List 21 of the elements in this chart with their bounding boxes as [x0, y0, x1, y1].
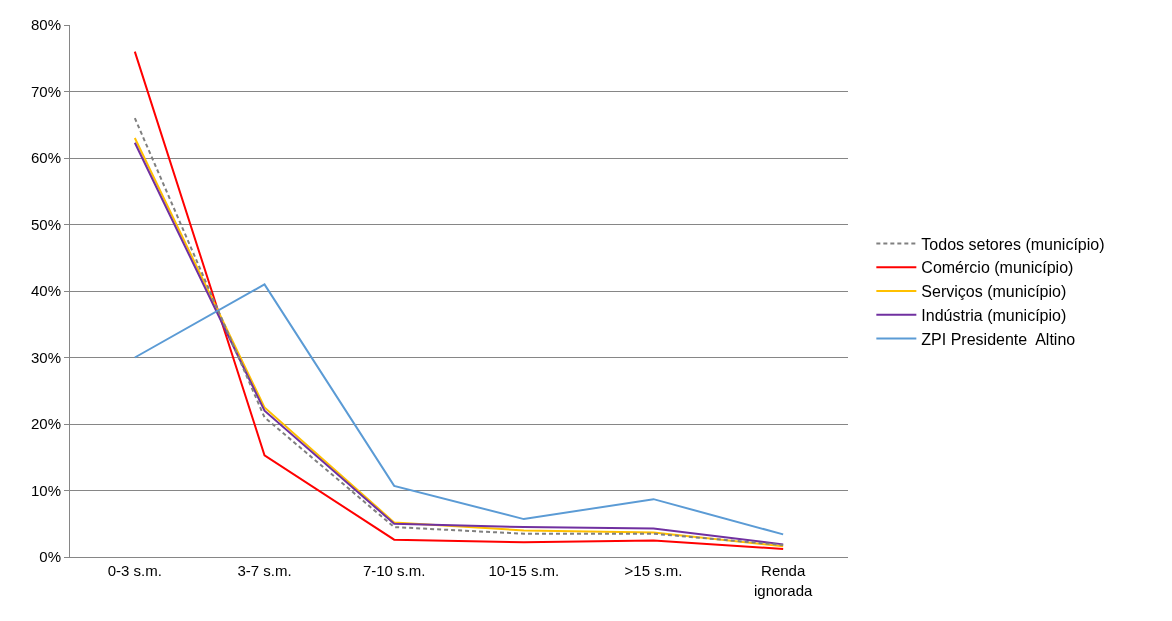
y-tick-label: 0%	[39, 548, 61, 566]
y-tick-label: 60%	[30, 149, 61, 167]
legend-label: ZPI Presidente Altino	[921, 330, 1076, 348]
y-tick-label: 50%	[30, 215, 61, 233]
x-tick-label: Renda ignorada	[753, 562, 814, 599]
y-tick-label: 80%	[30, 16, 61, 34]
x-tick-label: 0-3 s.m.	[107, 562, 162, 579]
x-tick-label: >15 s.m.	[624, 562, 683, 579]
legend-label: Serviços (município)	[921, 283, 1067, 301]
y-tick-label: 30%	[30, 348, 61, 366]
line-series	[133, 283, 785, 536]
y-tick-label: 70%	[30, 82, 61, 100]
y-tick-label: 10%	[30, 481, 61, 499]
y-tick-label: 20%	[30, 415, 61, 433]
x-tick-label: 7-10 s.m.	[362, 562, 426, 579]
legend-label: Indústria (município)	[921, 307, 1067, 325]
legend-label: Todos setores (município)	[921, 235, 1105, 253]
x-tick-label: 10-15 s.m.	[488, 562, 560, 579]
legend-label: Comércio (município)	[921, 259, 1074, 277]
x-tick-label: 3-7 s.m.	[237, 562, 292, 579]
y-tick-label: 40%	[30, 282, 61, 300]
